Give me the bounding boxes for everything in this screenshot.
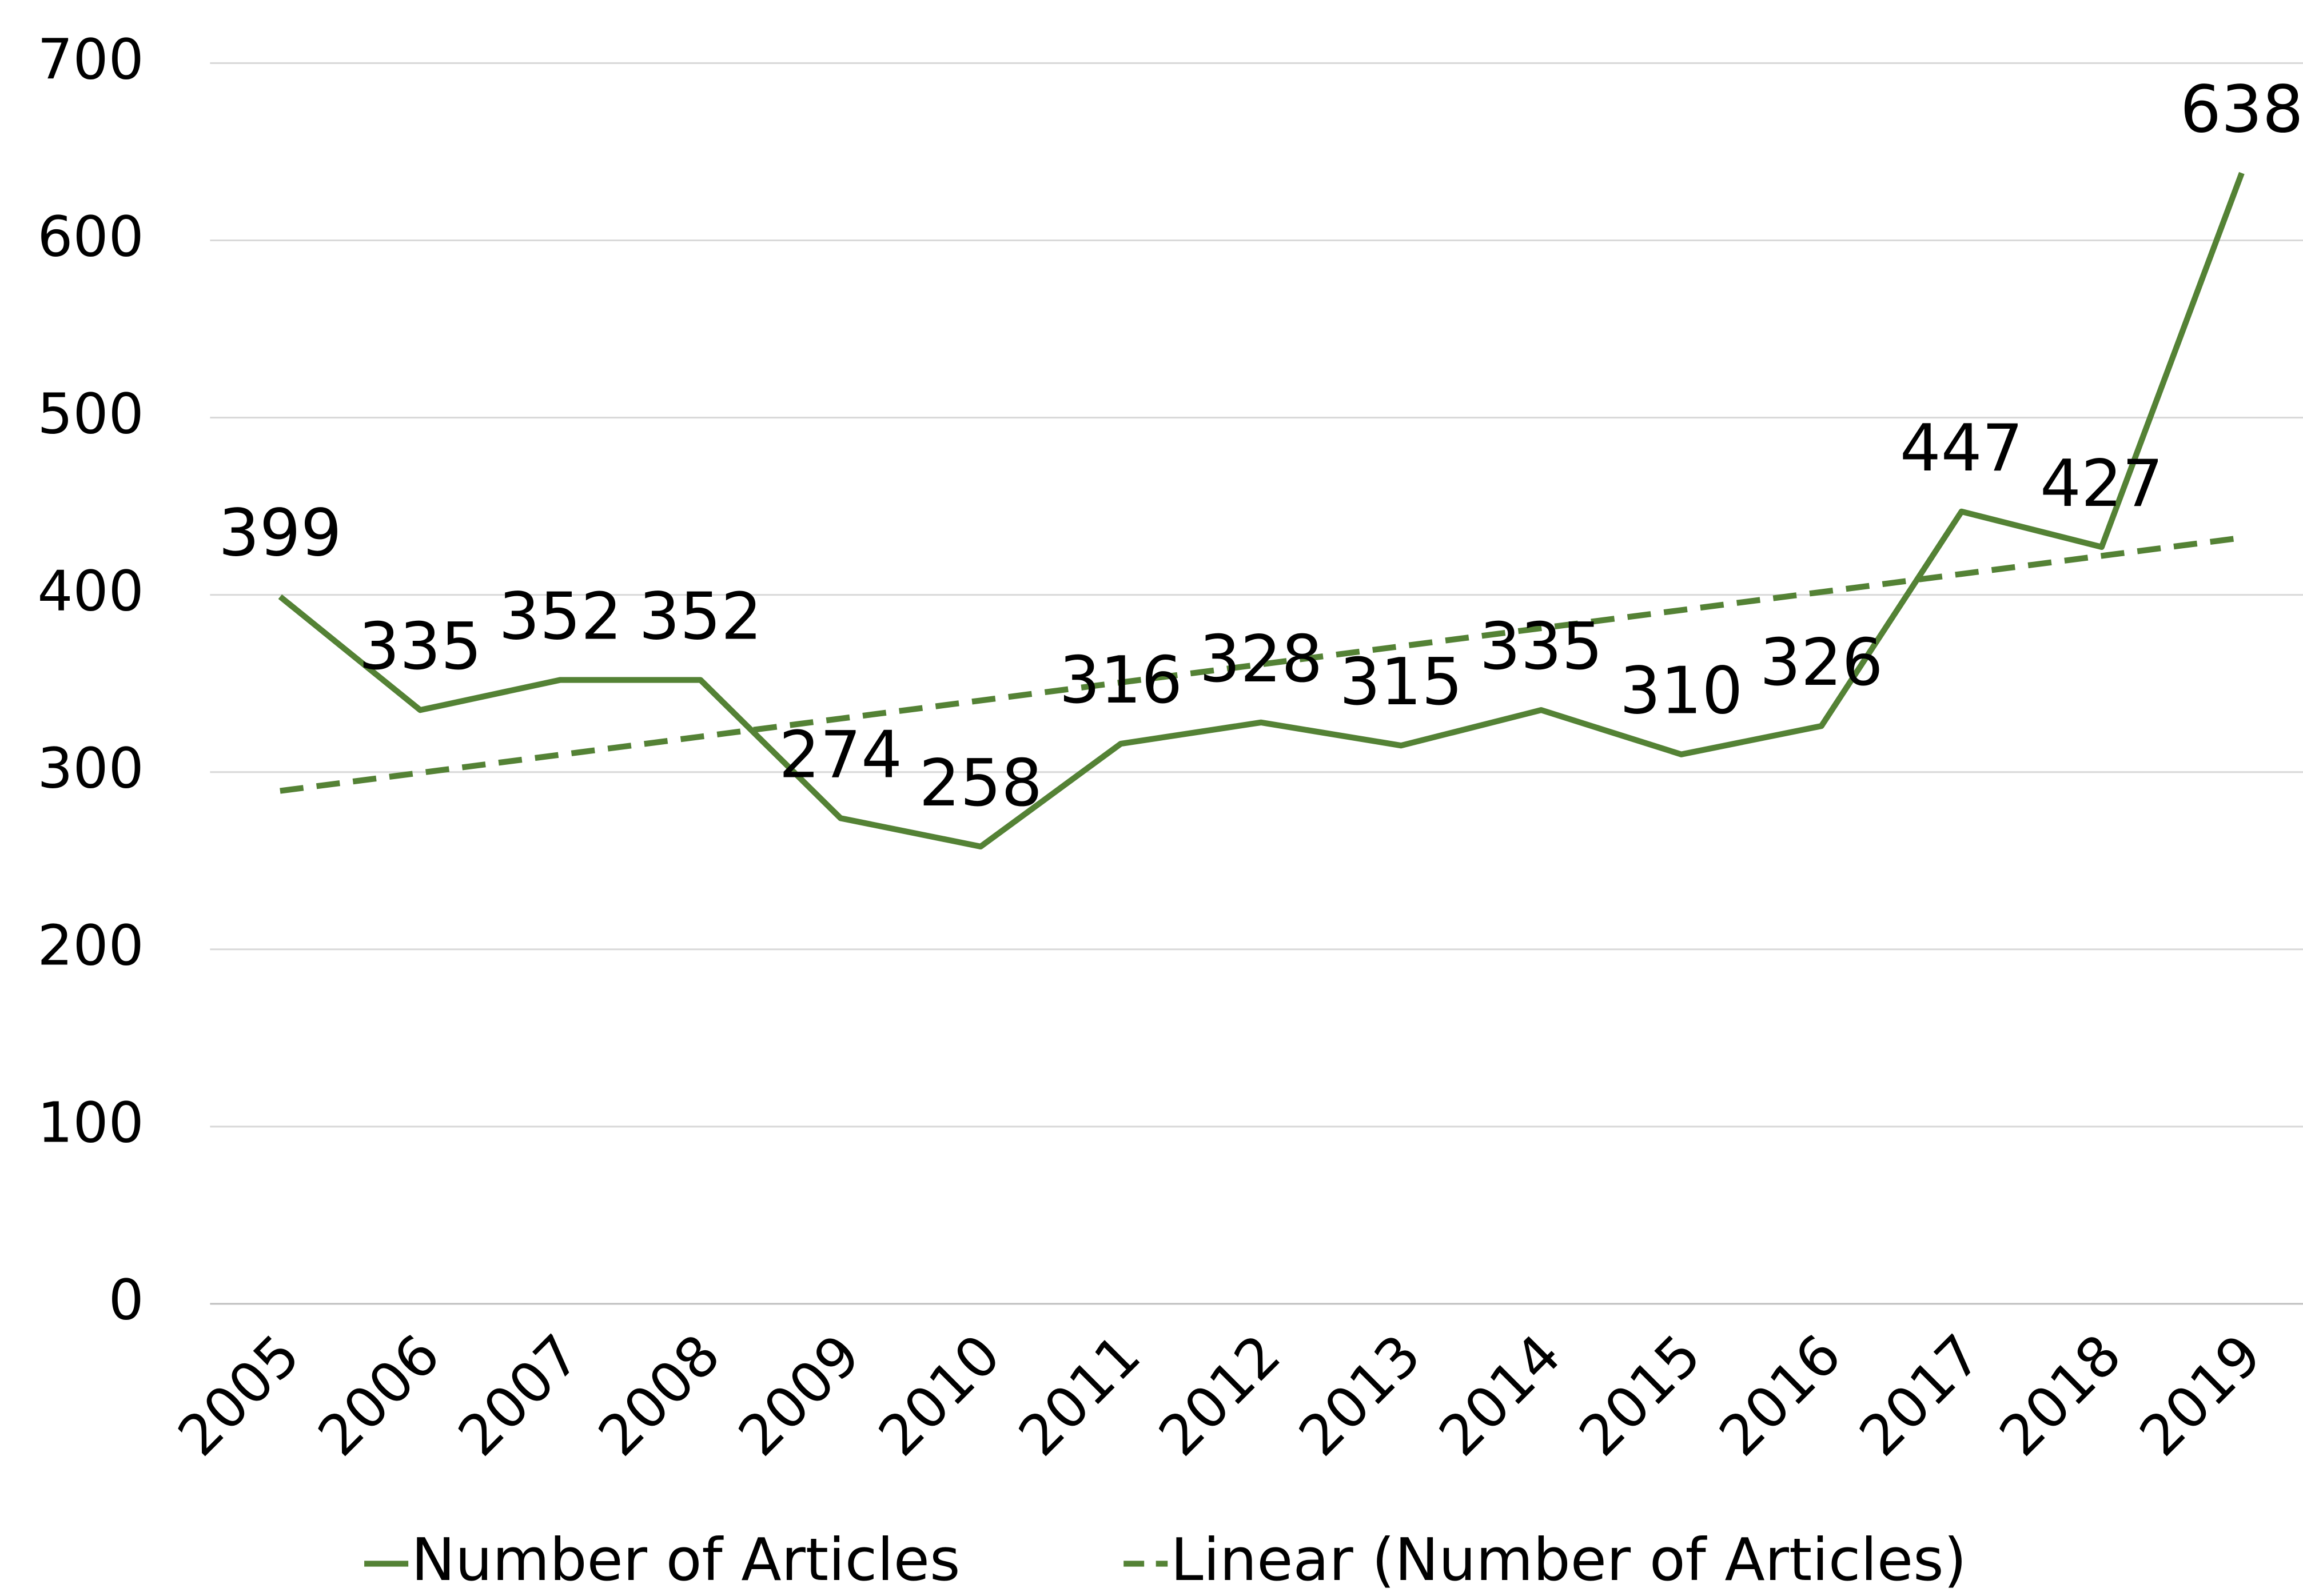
data-label: 328: [1200, 621, 1323, 697]
data-label: 258: [919, 745, 1042, 821]
y-tick-label: 500: [37, 381, 144, 446]
x-tick-label: 2005: [166, 1322, 312, 1469]
x-tick-label: 2009: [726, 1322, 872, 1469]
data-label: 638: [2180, 72, 2303, 147]
legend-label: Linear (Number of Articles): [1170, 1526, 1966, 1594]
x-tick-label: 2011: [1007, 1322, 1153, 1469]
x-tick-label: 2012: [1147, 1322, 1293, 1469]
data-label: 427: [2040, 446, 2163, 521]
x-tick-label: 2010: [866, 1322, 1013, 1469]
x-tick-label: 2013: [1287, 1322, 1433, 1469]
series-line: [278, 171, 2245, 850]
data-label: 335: [358, 609, 482, 684]
x-tick-label: 2007: [446, 1322, 592, 1469]
data-label: 310: [1620, 653, 1743, 729]
data-label: 274: [779, 717, 902, 792]
data-label: 352: [639, 578, 762, 654]
x-tick-label: 2006: [306, 1322, 452, 1469]
data-label: 315: [1340, 644, 1463, 720]
y-tick-label: 0: [109, 1268, 144, 1333]
y-tick-label: 200: [37, 913, 144, 979]
x-tick-label: 2019: [2127, 1322, 2274, 1469]
y-tick-label: 100: [37, 1091, 144, 1156]
data-label: 326: [1760, 625, 1883, 700]
data-label: 447: [1900, 410, 2023, 486]
data-label: 335: [1480, 609, 1603, 684]
y-tick-label: 600: [37, 204, 144, 269]
data-label: 399: [218, 496, 342, 571]
x-tick-label: 2018: [1987, 1322, 2134, 1469]
data-label: 352: [499, 578, 622, 654]
x-tick-label: 2017: [1847, 1322, 1994, 1469]
x-tick-label: 2016: [1707, 1322, 1854, 1469]
y-tick-label: 700: [37, 27, 144, 92]
legend-label: Number of Articles: [411, 1526, 960, 1594]
data-label: 316: [1059, 643, 1182, 718]
x-tick-label: 2008: [586, 1322, 732, 1469]
y-tick-label: 400: [37, 558, 144, 624]
x-tick-label: 2014: [1427, 1322, 1573, 1469]
y-tick-label: 300: [37, 736, 144, 801]
x-tick-label: 2015: [1567, 1322, 1714, 1469]
